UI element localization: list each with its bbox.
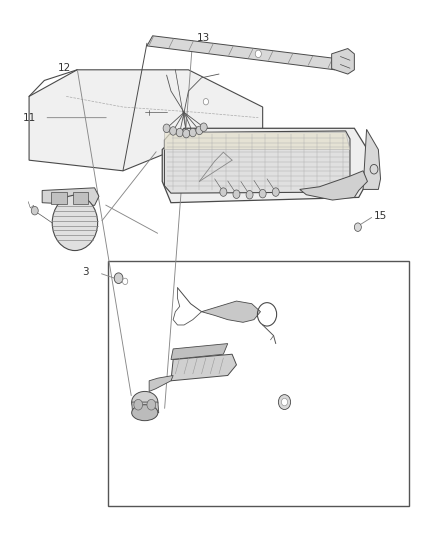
Polygon shape bbox=[300, 171, 367, 200]
Circle shape bbox=[123, 278, 128, 285]
Circle shape bbox=[170, 127, 177, 135]
Circle shape bbox=[220, 188, 227, 196]
Circle shape bbox=[134, 399, 143, 410]
Circle shape bbox=[370, 165, 378, 174]
Polygon shape bbox=[201, 301, 261, 322]
Circle shape bbox=[282, 398, 288, 406]
Circle shape bbox=[272, 188, 279, 196]
Bar bbox=[73, 192, 88, 204]
Polygon shape bbox=[363, 130, 381, 189]
Circle shape bbox=[52, 195, 98, 251]
Polygon shape bbox=[171, 354, 237, 381]
Circle shape bbox=[114, 273, 123, 284]
Ellipse shape bbox=[132, 405, 158, 421]
Circle shape bbox=[203, 99, 208, 105]
Polygon shape bbox=[171, 344, 228, 360]
Text: 16: 16 bbox=[166, 144, 180, 155]
Text: 11: 11 bbox=[22, 112, 36, 123]
Text: 1: 1 bbox=[87, 199, 93, 209]
Polygon shape bbox=[162, 128, 367, 203]
Circle shape bbox=[200, 123, 207, 132]
Polygon shape bbox=[147, 36, 341, 70]
Text: 15: 15 bbox=[374, 211, 387, 221]
Circle shape bbox=[183, 130, 190, 138]
Circle shape bbox=[31, 206, 38, 215]
Polygon shape bbox=[164, 131, 350, 193]
Circle shape bbox=[259, 189, 266, 198]
Circle shape bbox=[279, 394, 290, 409]
Circle shape bbox=[176, 128, 183, 137]
Ellipse shape bbox=[132, 391, 158, 413]
Circle shape bbox=[246, 190, 253, 199]
Text: 10: 10 bbox=[193, 179, 206, 189]
Polygon shape bbox=[29, 70, 263, 171]
Polygon shape bbox=[149, 375, 173, 391]
Bar bbox=[51, 192, 67, 204]
Polygon shape bbox=[132, 402, 159, 413]
Circle shape bbox=[189, 128, 196, 137]
Circle shape bbox=[163, 124, 170, 133]
Circle shape bbox=[147, 399, 155, 410]
Bar bbox=[108, 261, 409, 506]
Circle shape bbox=[233, 190, 240, 198]
Text: 13: 13 bbox=[197, 33, 210, 43]
Polygon shape bbox=[42, 188, 99, 205]
Text: 3: 3 bbox=[82, 267, 89, 277]
Circle shape bbox=[196, 126, 203, 135]
Polygon shape bbox=[332, 49, 354, 74]
Polygon shape bbox=[164, 133, 350, 150]
Text: 12: 12 bbox=[57, 63, 71, 73]
Circle shape bbox=[255, 50, 261, 58]
Circle shape bbox=[354, 223, 361, 231]
